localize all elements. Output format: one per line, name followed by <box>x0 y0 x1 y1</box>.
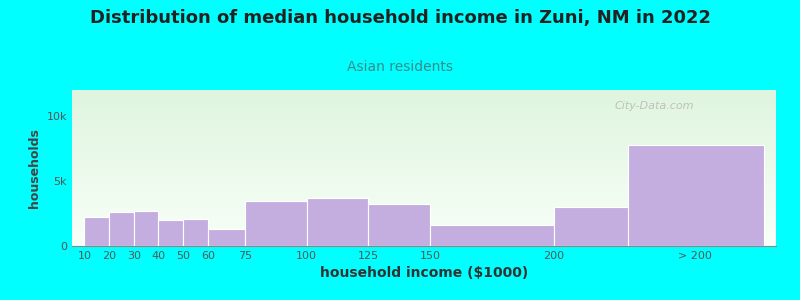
Bar <box>554 207 628 246</box>
Bar <box>109 212 134 246</box>
Bar <box>183 219 208 246</box>
Text: City-Data.com: City-Data.com <box>614 101 694 111</box>
Text: Distribution of median household income in Zuni, NM in 2022: Distribution of median household income … <box>90 9 710 27</box>
Text: Asian residents: Asian residents <box>347 60 453 74</box>
Bar <box>245 200 306 246</box>
Bar <box>628 145 764 246</box>
Bar <box>84 218 109 246</box>
Bar <box>158 220 183 246</box>
X-axis label: household income ($1000): household income ($1000) <box>320 266 528 280</box>
Bar <box>208 229 245 246</box>
Bar <box>306 198 369 246</box>
Bar <box>134 211 158 246</box>
Bar <box>369 204 430 246</box>
Bar <box>430 225 554 246</box>
Y-axis label: households: households <box>28 128 41 208</box>
